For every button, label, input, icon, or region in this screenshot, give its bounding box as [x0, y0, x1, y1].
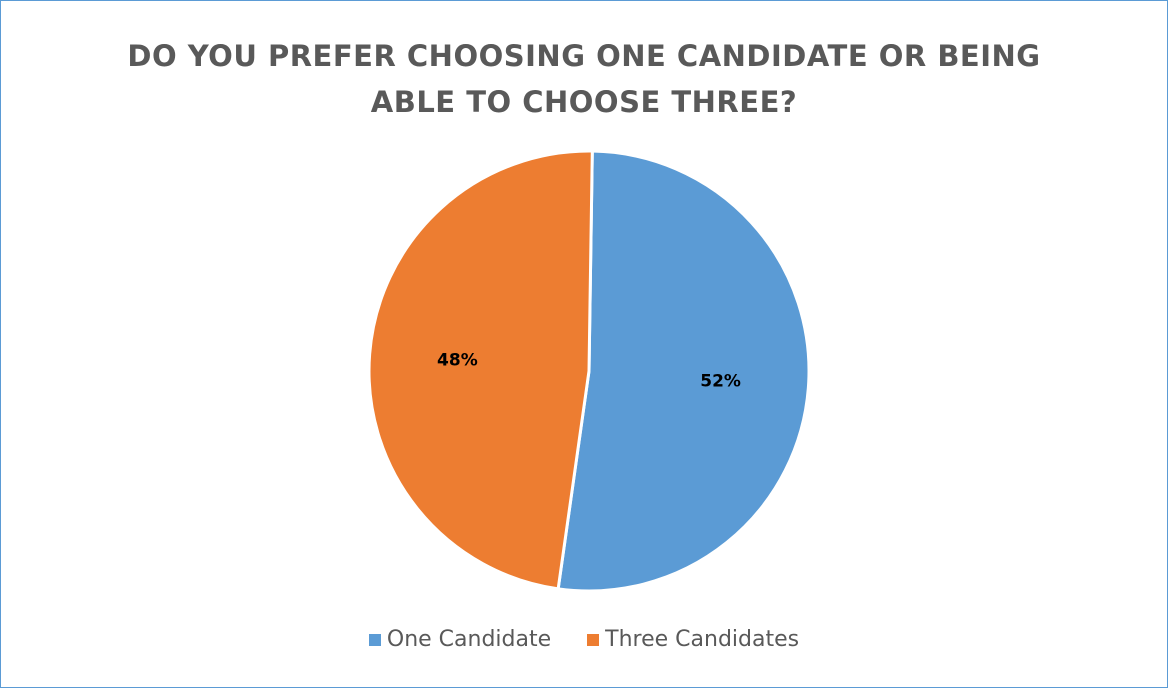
legend-item-three-candidates: Three Candidates: [587, 627, 799, 652]
chart-title: DO YOU PREFER CHOOSING ONE CANDIDATE OR …: [1, 33, 1167, 125]
legend-item-one-candidate: One Candidate: [368, 627, 552, 652]
chart-title-line-1: DO YOU PREFER CHOOSING ONE CANDIDATE OR …: [127, 39, 1041, 73]
data-label-three-candidates: 48%: [437, 351, 478, 371]
data-label-one-candidate: 52%: [700, 371, 741, 391]
legend: One Candidate Three Candidates: [1, 627, 1167, 652]
legend-swatch-three-candidates: [587, 633, 600, 646]
pie-slice-three-candidates: [367, 149, 594, 591]
chart-title-line-2: ABLE TO CHOOSE THREE?: [370, 85, 798, 119]
legend-label-three-candidates: Three Candidates: [605, 627, 800, 652]
legend-label-one-candidate: One Candidate: [386, 627, 552, 652]
legend-swatch-one-candidate: [368, 633, 381, 646]
pie-slice-one-candidate: [556, 149, 811, 593]
